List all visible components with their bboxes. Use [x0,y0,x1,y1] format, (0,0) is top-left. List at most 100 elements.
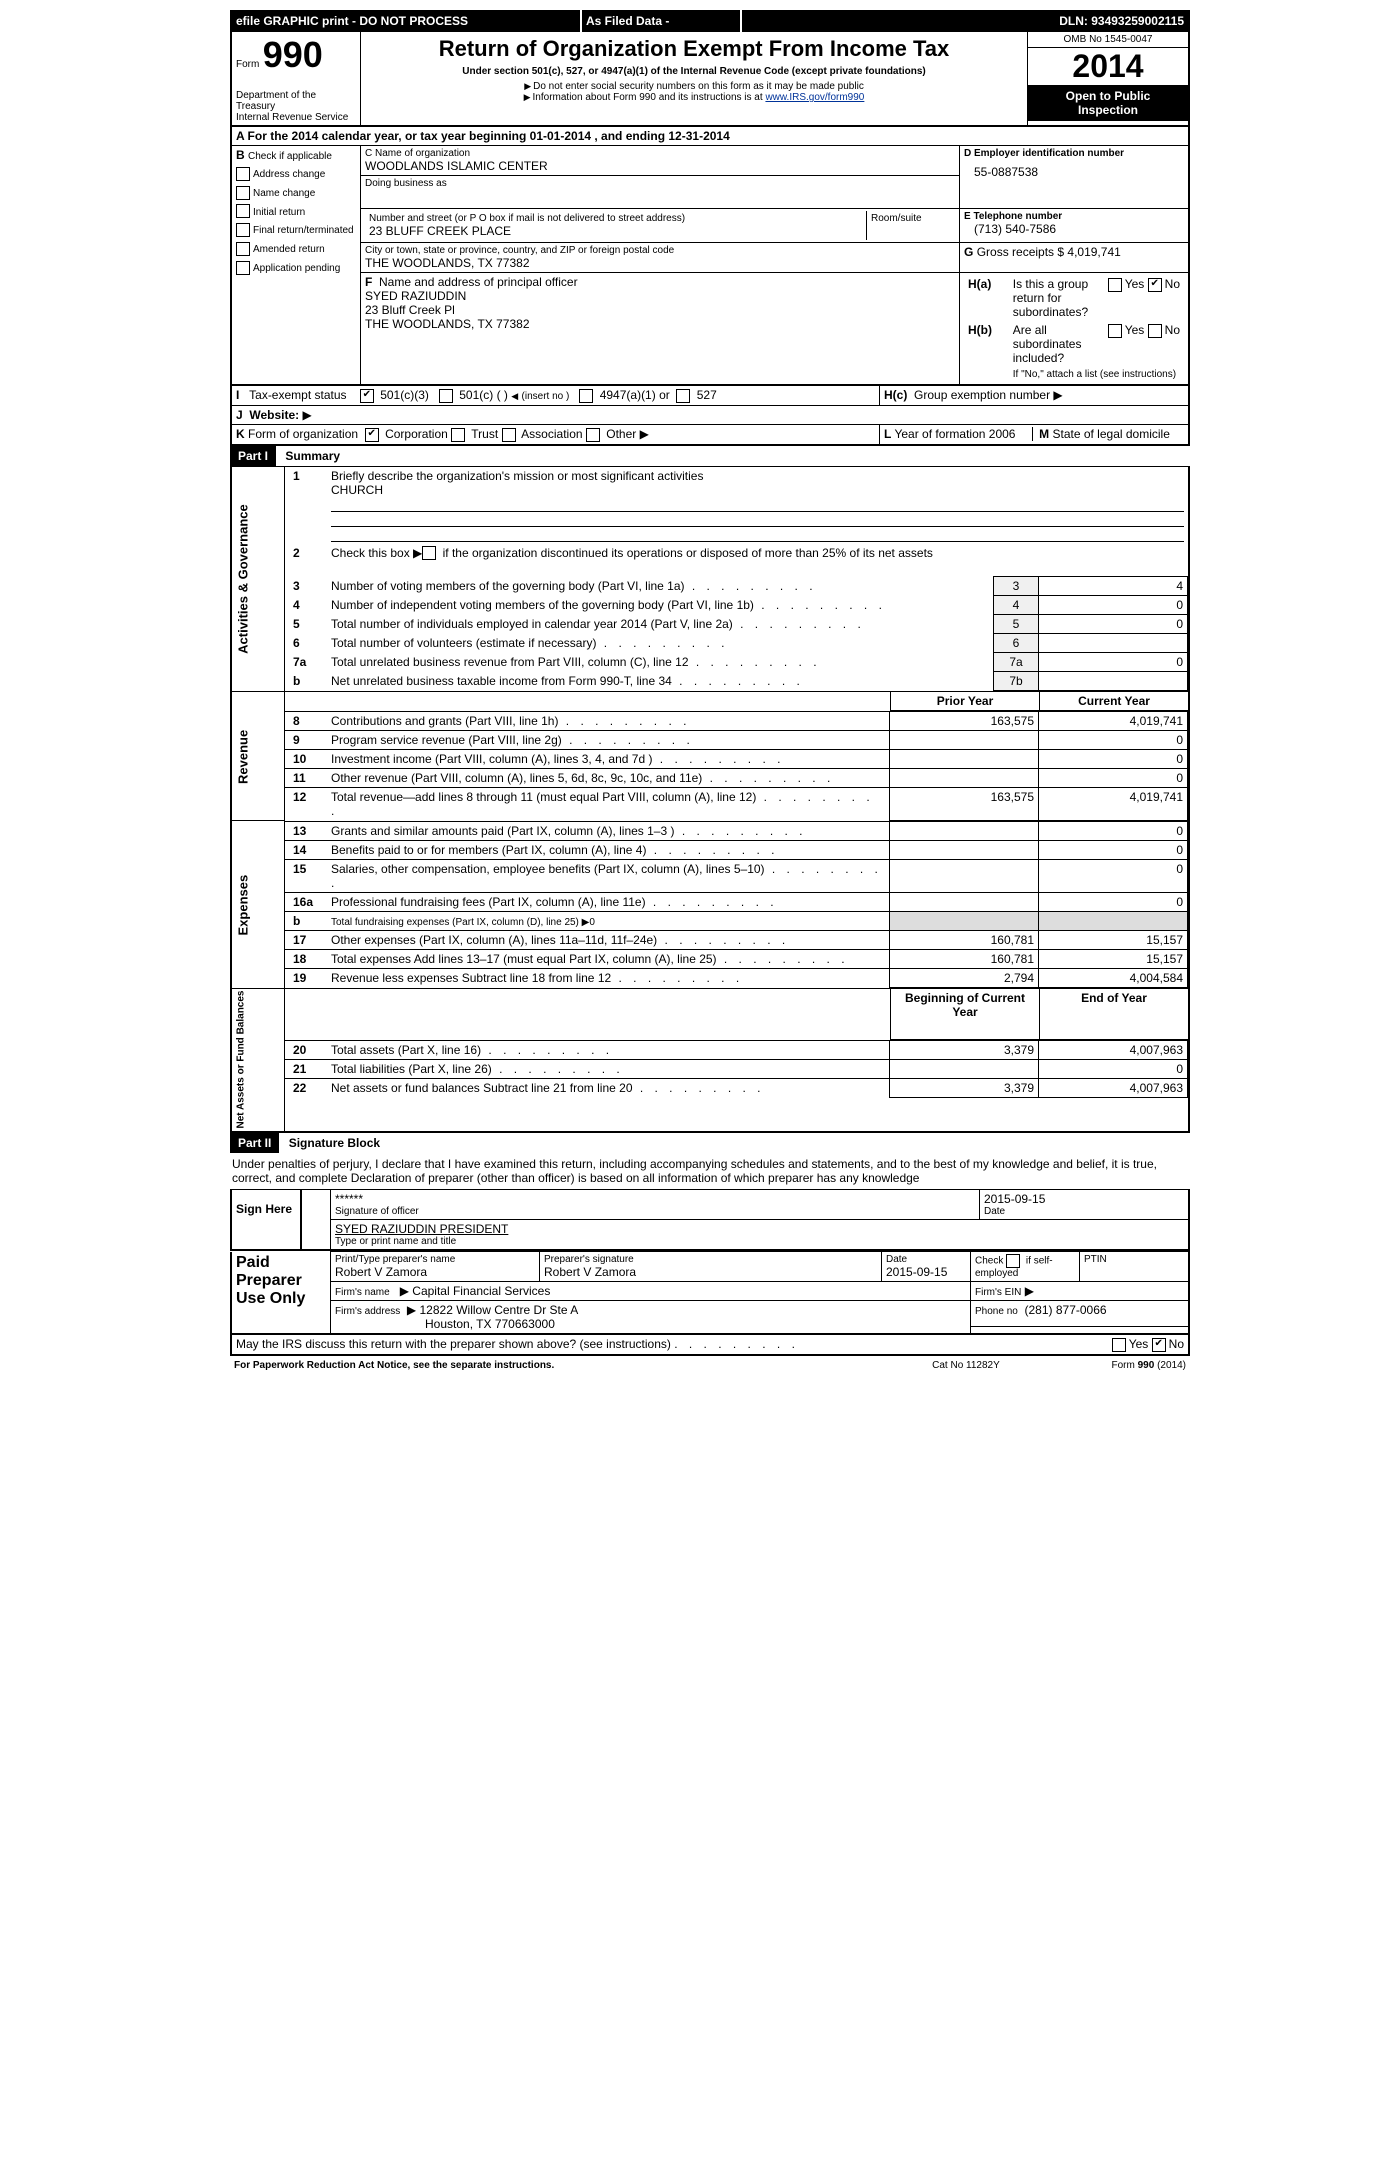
discuss-row: May the IRS discuss this return with the… [230,1335,1190,1356]
prep-date-label: Date [886,1254,966,1265]
g-label: G [964,245,973,259]
sig-officer-label: Signature of officer [335,1206,975,1217]
sign-here-label: Sign Here [231,1190,301,1250]
side-net: Net Assets or Fund Balances [231,988,285,1132]
527-check[interactable] [676,389,690,403]
501c3-check[interactable]: ✔ [360,389,374,403]
form-subtitle: Under section 501(c), 527, or 4947(a)(1)… [381,66,1007,77]
line2-rest: if the organization discontinued its ope… [443,546,933,560]
officer-label: Name and address of principal officer [379,275,578,289]
firm-addr1: 12822 Willow Centre Dr Ste A [420,1303,579,1317]
open-public: Open to Public [1066,89,1151,103]
prior-year-hdr: Prior Year [891,692,1040,711]
beg-year-hdr: Beginning of Current Year [891,988,1040,1039]
summary-row: 14Benefits paid to or for members (Part … [285,840,1188,859]
summary-row: 13Grants and similar amounts paid (Part … [285,821,1188,840]
summary-row: 17Other expenses (Part IX, column (A), l… [285,930,1188,949]
part1-body: Activities & Governance 1 Briefly descri… [230,466,1190,1133]
paid-preparer-label: Paid Preparer Use Only [231,1252,331,1335]
501c-check[interactable] [439,389,453,403]
line2-check[interactable] [422,546,436,560]
summary-row: 22Net assets or fund balances Subtract l… [285,1079,1188,1098]
section-a: A For the 2014 calendar year, or tax yea… [230,127,1190,146]
hc-text: Group exemption number [914,388,1050,402]
corp-check[interactable]: ✔ [365,428,379,442]
phone-label: E Telephone number [964,211,1184,222]
summary-row: 19Revenue less expenses Subtract line 18… [285,968,1188,987]
side-activities: Activities & Governance [231,466,285,692]
self-emp-check[interactable] [1006,1254,1020,1268]
checkbox[interactable] [236,223,250,237]
footer: For Paperwork Reduction Act Notice, see … [230,1358,1190,1373]
hb-no[interactable] [1148,324,1162,338]
as-filed: As Filed Data - [581,11,741,31]
officer-name: SYED RAZIUDDIN [365,289,955,303]
officer-addr2: THE WOODLANDS, TX 77382 [365,317,955,331]
firm-ein-label: Firm's EIN [975,1287,1021,1298]
discuss-yes[interactable] [1112,1338,1126,1352]
side-expenses: Expenses [231,821,285,989]
section-b-label: B [236,148,245,162]
mission: CHURCH [331,483,383,497]
header-block: Form 990 Department of the Treasury Inte… [230,32,1190,127]
check-applicable: Check if applicable [248,151,332,162]
preparer-block: Paid Preparer Use Only Print/Type prepar… [230,1251,1190,1335]
i-label: I [236,388,239,402]
hb-yes[interactable] [1108,324,1122,338]
checkbox[interactable] [236,167,250,181]
checkbox[interactable] [236,204,250,218]
org-name: WOODLANDS ISLAMIC CENTER [365,159,955,173]
discuss-text: May the IRS discuss this return with the… [236,1337,671,1351]
formation-year: 2006 [989,427,1016,441]
end-year-hdr: End of Year [1040,988,1190,1039]
assoc-check[interactable] [502,428,516,442]
hc-label: H(c) [884,388,907,402]
l-label: L [884,427,891,441]
f-label: F [365,275,372,289]
dln-value: 93493259002115 [1091,14,1184,28]
irs-url[interactable]: www.IRS.gov/form990 [765,92,864,103]
checkbox[interactable] [236,186,250,200]
ha-yes[interactable] [1108,278,1122,292]
summary-row: 12Total revenue—add lines 8 through 11 (… [285,788,1188,821]
summary-row: 7aTotal unrelated business revenue from … [285,653,1188,672]
website-label: Website: [249,408,299,422]
org-name-label: C Name of organization [365,148,955,159]
sig-date: 2015-09-15 [984,1192,1184,1206]
hb-text: Are all subordinates included? [1009,321,1092,367]
dba-label: Doing business as [365,178,955,189]
summary-row: 10Investment income (Part VIII, column (… [285,750,1188,769]
governance-rows: 3Number of voting members of the governi… [285,576,1188,691]
room-label: Room/suite [867,211,956,240]
summary-row: 4Number of independent voting members of… [285,596,1188,615]
hb-label: H(b) [964,321,1009,367]
form-990-page: efile GRAPHIC print - DO NOT PROCESS As … [230,10,1190,1373]
ha-no[interactable]: ✔ [1148,278,1162,292]
k-label: K [236,427,245,441]
checkbox[interactable] [236,242,250,256]
summary-row: 8Contributions and grants (Part VIII, li… [285,712,1188,731]
section-b-item: Address change [236,166,356,181]
form-label: Form [236,59,259,70]
summary-row: 11Other revenue (Part VIII, column (A), … [285,769,1188,788]
part1-header: Part I Summary [230,446,1190,466]
ptin-label: PTIN [1080,1252,1190,1282]
summary-row: 9Program service revenue (Part VIII, lin… [285,731,1188,750]
other-check[interactable] [586,428,600,442]
section-b-item: Amended return [236,241,356,256]
summary-row: 16aProfessional fundraising fees (Part I… [285,892,1188,911]
cat-no: Cat No 11282Y [890,1358,1042,1373]
domicile-label: State of legal domicile [1052,427,1169,441]
firm-addr2: Houston, TX 770663000 [335,1317,966,1331]
checkbox[interactable] [236,261,250,275]
discuss-no[interactable]: ✔ [1152,1338,1166,1352]
irs: Internal Revenue Service [236,112,356,123]
trust-check[interactable] [451,428,465,442]
ha-label: H(a) [964,275,1009,321]
4947-check[interactable] [579,389,593,403]
section-b-item: Initial return [236,204,356,219]
part1-label: Part I [230,446,276,466]
sig-stars: ****** [335,1192,975,1206]
section-b-items: Address changeName changeInitial returnF… [236,166,356,275]
prep-name-label: Print/Type preparer's name [335,1254,535,1265]
